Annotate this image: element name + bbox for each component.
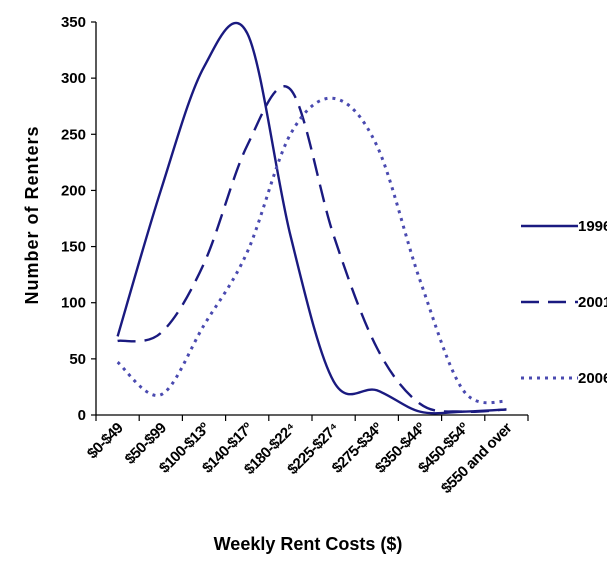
y-tick-label: 350 xyxy=(61,14,86,31)
y-axis-title: Number of Renters xyxy=(22,125,42,304)
legend-label-2006: 2006 xyxy=(578,370,607,387)
series-line-1996 xyxy=(116,21,507,415)
series-lines xyxy=(116,21,507,415)
y-tick-label: 150 xyxy=(61,239,86,256)
y-tick-label: 200 xyxy=(61,182,86,199)
y-tick-label: 250 xyxy=(61,126,86,143)
y-tick-label: 0 xyxy=(78,407,86,424)
y-tick-label: 300 xyxy=(61,70,86,87)
legend-label-2001: 2001 xyxy=(578,294,607,311)
x-tick-label: $0-$49 xyxy=(84,420,127,463)
legend: 1996 2001 2006 xyxy=(521,218,607,387)
series-line-2001 xyxy=(117,85,507,414)
y-tick-label: 100 xyxy=(61,295,86,312)
x-axis-title: Weekly Rent Costs ($) xyxy=(214,534,403,554)
y-tick-label: 50 xyxy=(69,351,86,368)
legend-label-1996: 1996 xyxy=(578,218,607,235)
